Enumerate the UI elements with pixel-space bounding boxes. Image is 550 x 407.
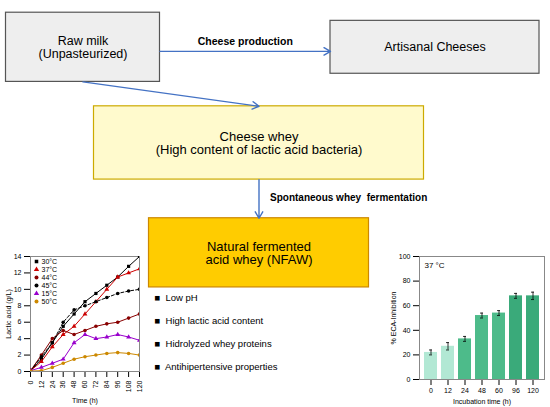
svg-text:24: 24: [49, 380, 56, 388]
svg-text:Cheese whey(High content of la: Cheese whey(High content of lactic acid …: [156, 129, 363, 157]
svg-text:15°C: 15°C: [42, 290, 58, 297]
svg-text:60: 60: [403, 302, 411, 309]
svg-text:12: 12: [14, 269, 22, 276]
svg-text:48: 48: [70, 380, 77, 388]
svg-text:2: 2: [18, 351, 22, 358]
svg-text:Incubation time (h): Incubation time (h): [453, 398, 511, 406]
svg-text:0: 0: [27, 380, 34, 384]
svg-text:Spontaneous whey fermentation: Spontaneous whey fermentation: [270, 192, 427, 203]
svg-text:20: 20: [403, 351, 411, 358]
svg-text:30°C: 30°C: [42, 258, 58, 265]
svg-text:12: 12: [38, 380, 45, 388]
svg-text:■ Hidrolyzed whey proteins: ■ Hidrolyzed whey proteins: [155, 338, 272, 349]
svg-text:10: 10: [14, 286, 22, 293]
svg-text:72: 72: [92, 380, 99, 388]
svg-text:120: 120: [527, 387, 539, 394]
svg-text:80: 80: [403, 277, 411, 284]
svg-text:■ Low pH: ■ Low pH: [155, 292, 198, 303]
svg-text:0: 0: [18, 368, 22, 375]
svg-text:Time (h): Time (h): [72, 397, 98, 405]
svg-text:■ Antihipertensive properties: ■ Antihipertensive properties: [155, 361, 278, 372]
svg-text:0: 0: [407, 376, 411, 383]
svg-text:44°C: 44°C: [42, 274, 58, 281]
svg-text:8: 8: [18, 302, 22, 309]
svg-text:% ECA-Inhibition: % ECA-Inhibition: [390, 291, 397, 344]
svg-text:108: 108: [125, 380, 132, 392]
svg-text:60: 60: [81, 380, 88, 388]
svg-text:36: 36: [59, 380, 66, 388]
svg-text:120: 120: [136, 380, 143, 392]
svg-text:Natural fermentedacid whey (NF: Natural fermentedacid whey (NFAW): [205, 239, 312, 267]
svg-text:45°C: 45°C: [42, 282, 58, 289]
svg-text:100: 100: [399, 253, 411, 260]
svg-text:14: 14: [14, 253, 22, 260]
svg-text:0: 0: [429, 387, 433, 394]
svg-text:Lactic acid (g/L): Lactic acid (g/L): [5, 289, 13, 338]
svg-text:96: 96: [114, 380, 121, 388]
svg-text:50°C: 50°C: [42, 298, 58, 305]
svg-text:■ High lactic acid content: ■ High lactic acid content: [155, 315, 264, 326]
svg-text:40: 40: [403, 327, 411, 334]
svg-text:Cheese production: Cheese production: [198, 35, 293, 47]
svg-text:60: 60: [495, 387, 503, 394]
svg-text:6: 6: [18, 318, 22, 325]
svg-text:Raw milk(Unpasteurized): Raw milk(Unpasteurized): [39, 34, 128, 61]
svg-text:37°C: 37°C: [42, 266, 58, 273]
svg-text:96: 96: [512, 387, 520, 394]
svg-text:48: 48: [478, 387, 486, 394]
svg-text:12: 12: [444, 387, 452, 394]
svg-text:Artisanal Cheeses: Artisanal Cheeses: [384, 40, 485, 54]
svg-text:84: 84: [103, 380, 110, 388]
svg-text:4: 4: [18, 335, 22, 342]
svg-text:37 °C: 37 °C: [425, 261, 445, 270]
svg-text:24: 24: [461, 387, 469, 394]
